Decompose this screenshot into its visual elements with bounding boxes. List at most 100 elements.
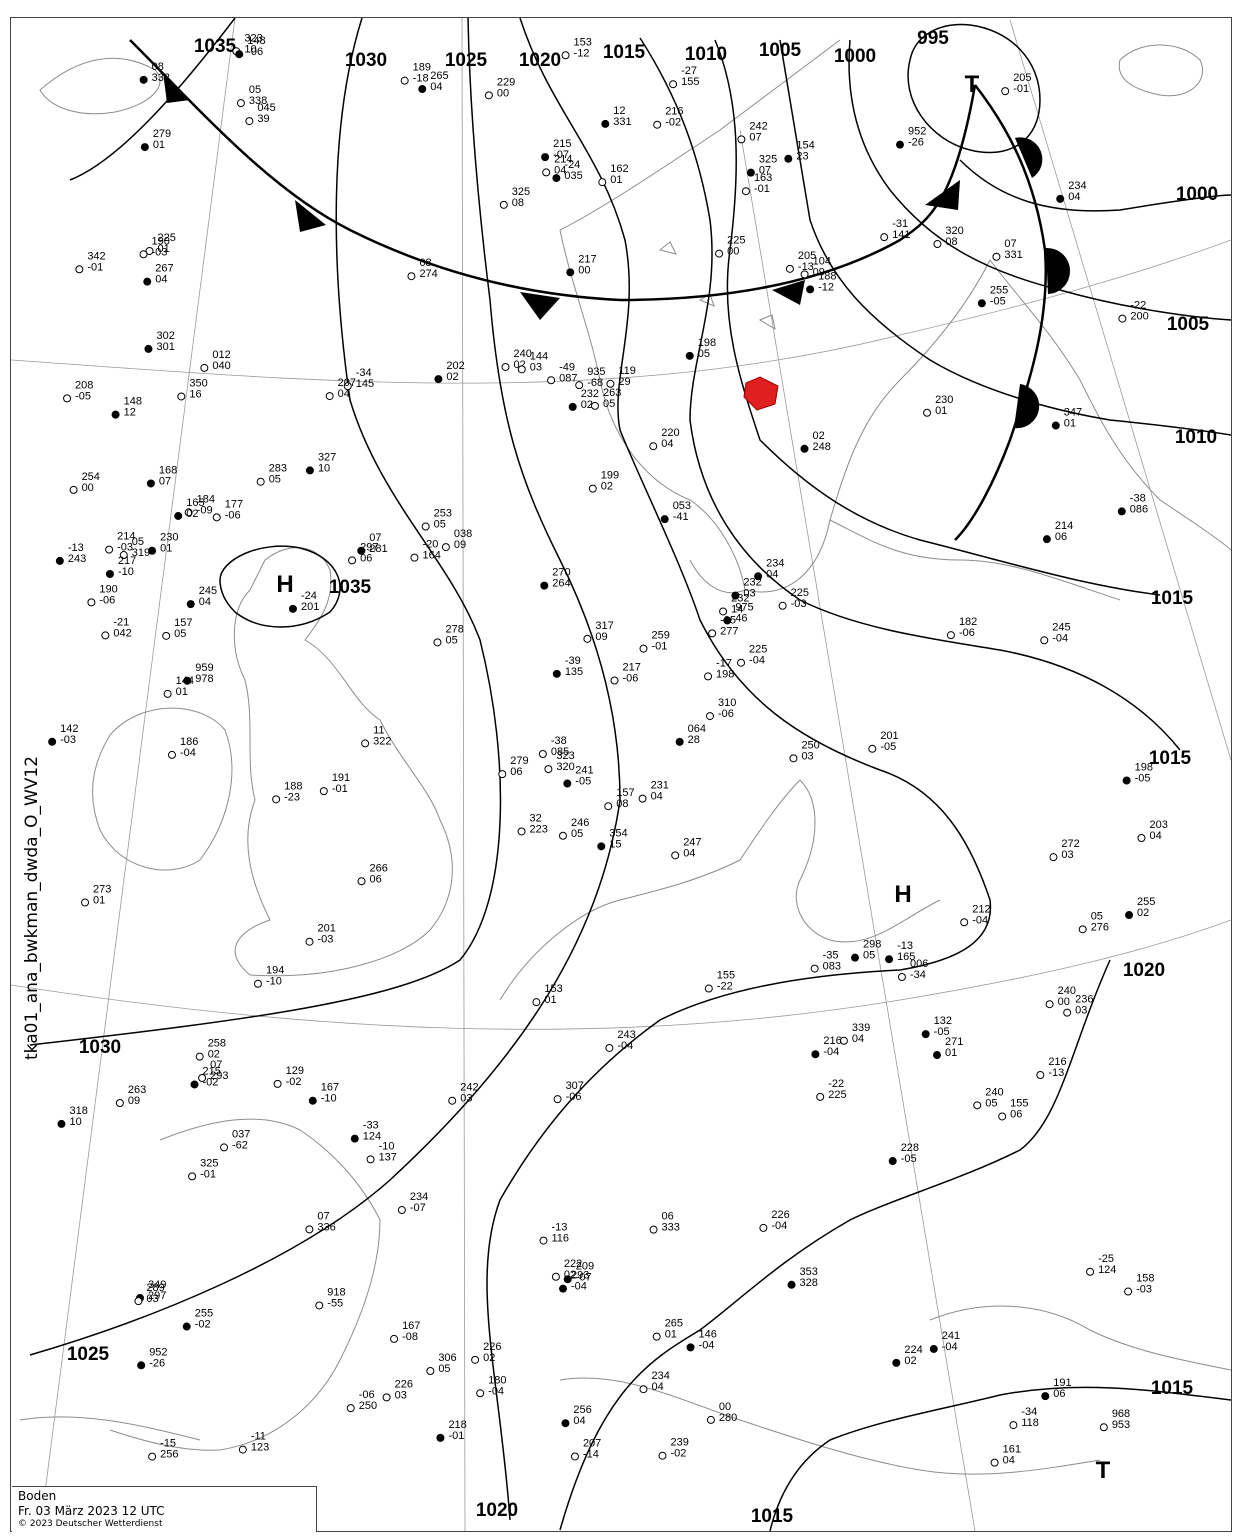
station-tendency: 164: [422, 550, 440, 562]
cold-front-triangles: [163, 72, 960, 320]
station-pressure: -27: [681, 65, 697, 77]
station-dot: [1063, 1008, 1072, 1017]
station-tendency: -05: [901, 1153, 917, 1165]
station-tendency: -41: [673, 511, 689, 523]
station-tendency: -13: [1048, 1067, 1064, 1079]
station-pressure: 153: [544, 983, 562, 995]
station-dot: [272, 795, 281, 804]
isobar-label: 1010: [1175, 427, 1217, 448]
station-pressure: 307: [566, 1080, 584, 1092]
station-tendency: -26: [908, 137, 924, 149]
station-dot: [787, 1280, 796, 1289]
station-pressure: 323: [244, 32, 262, 44]
station-tendency: 23: [796, 151, 808, 163]
station-dot: [671, 851, 680, 860]
station-tendency: 03: [395, 1389, 407, 1401]
station-dot: [731, 591, 740, 600]
station-pressure: 037: [232, 1128, 250, 1140]
station-pressure: 217: [118, 555, 136, 567]
station-pressure: 240: [513, 348, 531, 360]
station-dot: [778, 601, 787, 610]
station-tendency: -05: [1135, 773, 1151, 785]
station-tendency: -10: [266, 976, 282, 988]
station-pressure: 975: [735, 601, 753, 613]
station-tendency: 301: [156, 341, 174, 353]
station-tendency: 137: [379, 1151, 397, 1163]
station-tendency: 040: [212, 360, 230, 372]
station-dot: [1099, 1423, 1108, 1432]
high-pressure-center: H: [894, 881, 911, 908]
station-pressure: 158: [1136, 1273, 1154, 1285]
station-tendency: -05: [880, 741, 896, 753]
station-tendency: 04: [683, 847, 695, 859]
station-tendency: 04: [766, 568, 778, 580]
station-pressure: 232: [581, 388, 599, 400]
station-pressure: 163: [754, 172, 772, 184]
isobar-label: 1005: [759, 40, 802, 61]
station-tendency: 10: [69, 1116, 81, 1128]
station-dot: [785, 264, 794, 273]
station-pressure: 194: [266, 965, 284, 977]
station-tendency: 02: [601, 481, 613, 493]
station-dot: [563, 779, 572, 788]
station-dot: [933, 1051, 942, 1060]
station-pressure: -20: [422, 539, 438, 551]
isobars: [29, 18, 1231, 1531]
station-dot: [553, 1095, 562, 1104]
station-pressure: 00: [719, 1401, 731, 1413]
station-dot: [704, 984, 713, 993]
station-tendency: 00: [1058, 996, 1070, 1008]
station-tendency: 01: [1064, 418, 1076, 430]
station-tendency: -05: [990, 295, 1006, 307]
station-tendency: 086: [1130, 503, 1148, 515]
station-tendency: 141: [892, 229, 910, 241]
station-tendency: 05: [985, 1097, 997, 1109]
station-dot: [1118, 314, 1127, 323]
station-tendency: 953: [1112, 1419, 1130, 1431]
station-dot: [87, 598, 96, 607]
station-pressure: -39: [565, 655, 581, 667]
station-tendency: 277: [720, 625, 738, 637]
station-pressure: 310: [718, 697, 736, 709]
station-dot: [167, 750, 176, 759]
footer-region: Boden: [18, 1489, 57, 1503]
station-dot: [288, 604, 297, 613]
chart-caption: tka01_ana_bwkman_dwda_O_WV12: [18, 620, 48, 1080]
station-dot: [499, 200, 508, 209]
isobar-label: 1025: [445, 50, 488, 71]
station-dot: [759, 1223, 768, 1232]
station-dot: [810, 964, 819, 973]
station-pressure: 104: [813, 255, 831, 267]
station-tendency: -03: [152, 246, 168, 258]
station-dot: [1049, 853, 1058, 862]
high-pressure-center: H: [276, 571, 293, 598]
station-dot: [542, 168, 551, 177]
station-pressure: 350: [189, 377, 207, 389]
station-tendency: 07: [749, 131, 761, 143]
station-dot: [346, 1404, 355, 1413]
station-tendency: 03: [530, 361, 542, 373]
station-tendency: 08: [945, 236, 957, 248]
station-dot: [558, 831, 567, 840]
station-dot: [325, 392, 334, 401]
station-pressure: 157: [174, 617, 192, 629]
station-dot: [800, 270, 809, 279]
station-tendency: -04: [1052, 632, 1068, 644]
station-pressure: 190: [152, 235, 170, 247]
station-pressure: 240: [1058, 985, 1076, 997]
station-pressure: 165: [186, 497, 204, 509]
station-pressure: -17: [716, 657, 732, 669]
station-pressure: -25: [1098, 1253, 1114, 1265]
station-dot: [588, 484, 597, 493]
station-dot: [669, 80, 678, 89]
station-pressure: 279: [153, 128, 171, 140]
station-tendency: -06: [99, 594, 115, 606]
station-tendency: 01: [158, 243, 170, 255]
station-tendency: 201: [301, 601, 319, 613]
station-pressure: -13: [897, 940, 913, 952]
station-pressure: 215: [553, 138, 571, 150]
station-tendency: 276: [1091, 921, 1109, 933]
station-dot: [552, 174, 561, 183]
station-pressure: 045: [257, 102, 275, 114]
isobar-label: 1035: [194, 36, 237, 57]
